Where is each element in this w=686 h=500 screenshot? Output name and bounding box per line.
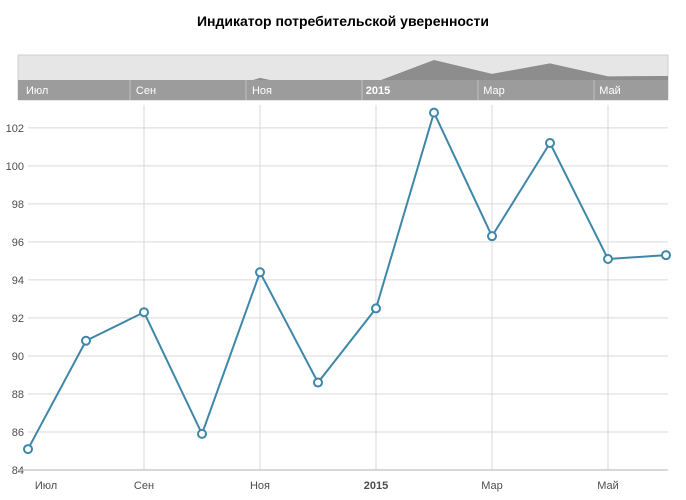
navigator-label[interactable]: Май xyxy=(599,85,621,97)
y-axis-tick-label: 90 xyxy=(12,351,24,363)
data-point-marker[interactable] xyxy=(255,267,265,278)
data-point-marker[interactable] xyxy=(371,303,381,314)
y-axis-tick-label: 84 xyxy=(12,465,24,477)
y-axis-tick-label: 86 xyxy=(12,427,24,439)
data-point-marker[interactable] xyxy=(139,307,149,318)
y-axis-tick-label: 98 xyxy=(12,199,24,211)
navigator-label[interactable]: Сен xyxy=(136,85,156,97)
navigator-label[interactable]: Мар xyxy=(483,85,505,97)
y-axis-tick-label: 92 xyxy=(12,313,24,325)
navigator-label[interactable]: Июл xyxy=(26,85,48,97)
series-line xyxy=(27,111,667,450)
y-axis-tick-label: 102 xyxy=(6,123,24,135)
data-point-marker[interactable] xyxy=(487,231,497,242)
x-axis-tick-label: Сен xyxy=(134,480,154,492)
data-point-marker[interactable] xyxy=(313,377,323,388)
data-point-marker[interactable] xyxy=(545,138,555,149)
y-axis-tick-label: 88 xyxy=(12,389,24,401)
navigator-band[interactable] xyxy=(18,80,668,100)
data-point-marker[interactable] xyxy=(661,250,671,261)
y-axis-tick-label: 94 xyxy=(12,275,24,287)
x-axis-tick-label: Мар xyxy=(481,480,503,492)
navigator-label[interactable]: Ноя xyxy=(252,85,272,97)
x-axis-tick-label: Ноя xyxy=(250,480,270,492)
y-axis-tick-label: 96 xyxy=(12,237,24,249)
data-point-marker[interactable] xyxy=(197,428,207,439)
y-axis-tick-label: 100 xyxy=(6,161,24,173)
data-point-marker[interactable] xyxy=(81,335,91,346)
data-point-marker[interactable] xyxy=(23,444,33,455)
data-point-marker[interactable] xyxy=(429,107,439,118)
chart-title: Индикатор потребительской уверенности xyxy=(196,13,490,29)
data-point-marker[interactable] xyxy=(603,253,613,264)
x-axis-tick-label: 2015 xyxy=(364,480,388,492)
navigator-label[interactable]: 2015 xyxy=(366,85,390,97)
x-axis-tick-label: Май xyxy=(597,480,619,492)
x-axis-tick-label: Июл xyxy=(35,480,57,492)
